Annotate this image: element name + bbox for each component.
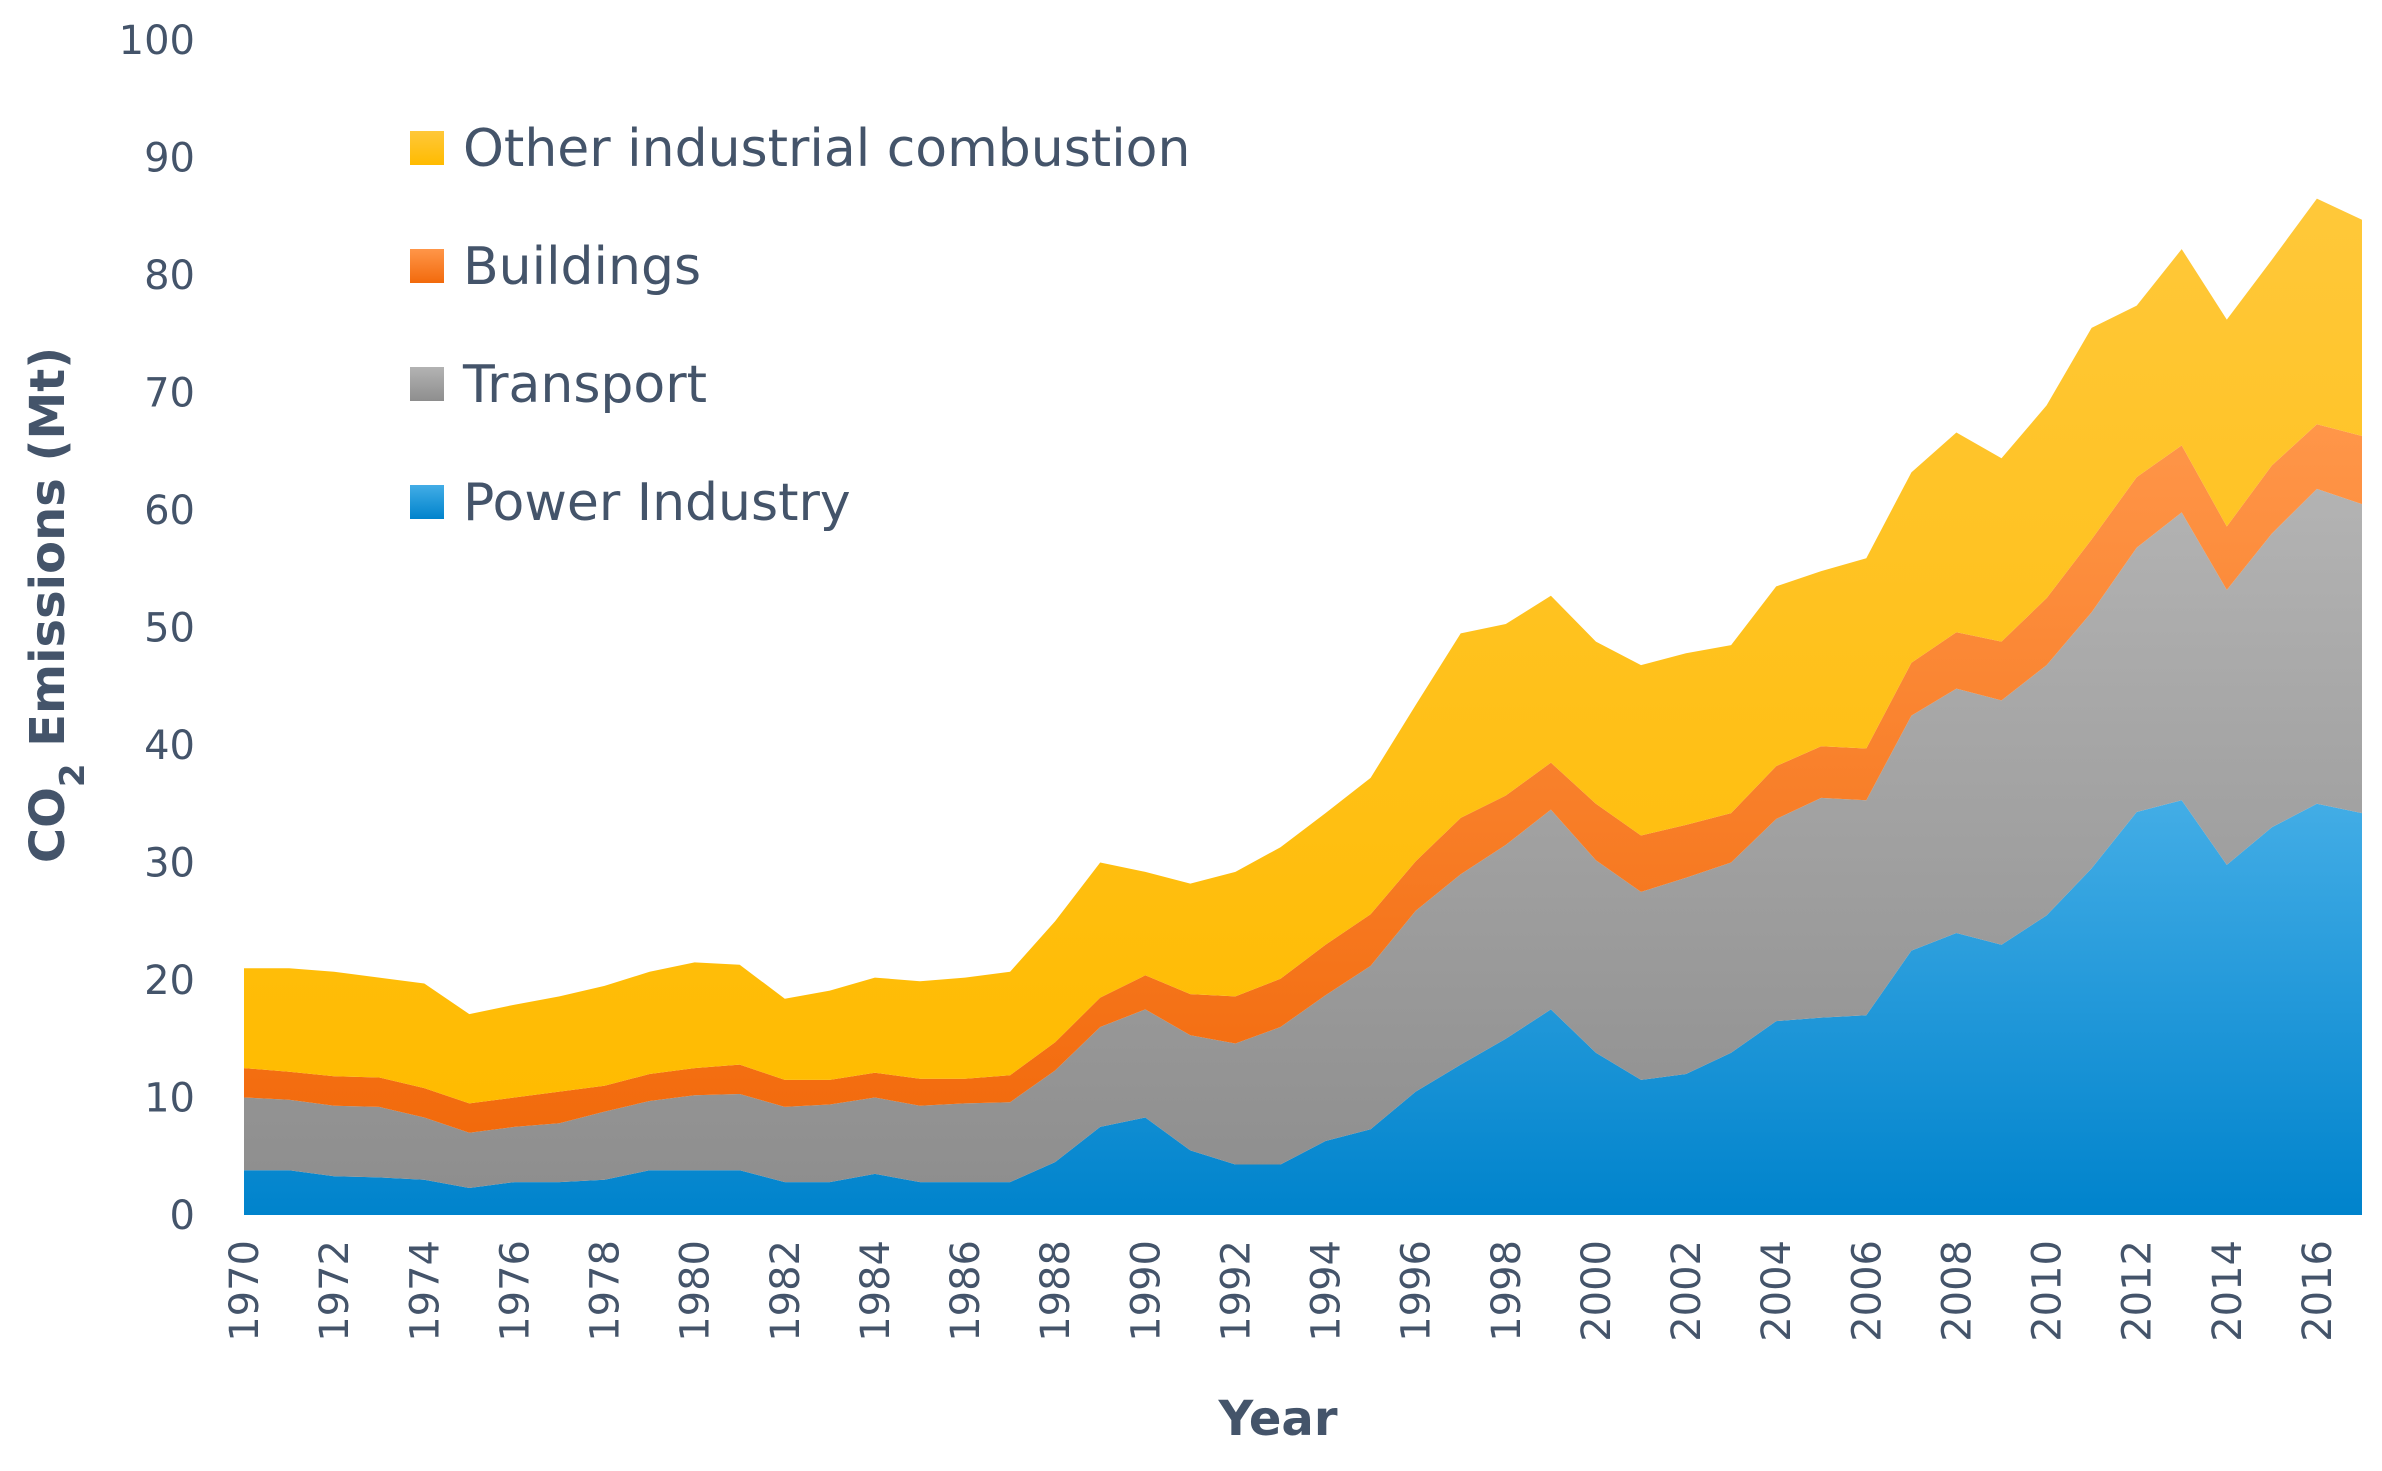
x-tick-label: 1988	[1033, 1240, 1079, 1342]
legend-item: Transport	[410, 355, 707, 415]
legend-label: Buildings	[463, 237, 701, 297]
legend-swatch	[410, 131, 444, 165]
y-tick-label: 20	[144, 958, 195, 1004]
area-buildings	[244, 424, 2362, 1133]
x-tick-label: 2004	[1754, 1240, 1800, 1342]
x-tick-label: 1990	[1123, 1240, 1169, 1342]
y-axis: 0 10 20 30 40 50 60 70 80 90 100	[119, 18, 195, 1239]
y-axis-title: CO2 Emissions (Mt)	[20, 347, 93, 863]
x-tick-label: 2002	[1664, 1240, 1710, 1342]
x-tick-label: 1978	[583, 1240, 629, 1342]
y-tick-label: 0	[170, 1193, 195, 1239]
x-tick-label: 2006	[1844, 1240, 1890, 1342]
x-axis-title: Year	[1218, 1391, 1338, 1447]
x-tick-label: 1986	[943, 1240, 989, 1342]
legend-label: Other industrial combustion	[463, 119, 1190, 179]
y-tick-label: 10	[144, 1076, 195, 1122]
legend: Other industrial combustion Buildings Tran…	[410, 119, 1190, 533]
legend-swatch	[410, 367, 444, 401]
y-tick-label: 100	[119, 18, 195, 64]
x-tick-label: 2010	[2025, 1240, 2071, 1342]
x-tick-label: 1974	[402, 1240, 448, 1342]
legend-label: Transport	[462, 355, 707, 415]
x-axis: 1970 1972 1974 1976 1978 1980 1982 1984 1986 1988…	[222, 1240, 2341, 1342]
x-tick-label: 1976	[492, 1240, 538, 1342]
area-transport	[244, 488, 2362, 1188]
x-tick-label: 1994	[1304, 1240, 1350, 1342]
legend-item: Power Industry	[410, 473, 851, 533]
legend-item: Other industrial combustion	[410, 119, 1190, 179]
y-tick-label: 90	[144, 136, 195, 182]
area-power-industry	[244, 800, 2362, 1215]
x-tick-label: 1998	[1484, 1240, 1530, 1342]
x-tick-label: 1982	[763, 1240, 809, 1342]
x-tick-label: 1970	[222, 1240, 268, 1342]
x-tick-label: 2000	[1574, 1240, 1620, 1342]
x-tick-label: 1972	[312, 1240, 358, 1342]
x-tick-label: 2012	[2115, 1240, 2161, 1342]
legend-item: Buildings	[410, 237, 701, 297]
x-tick-label: 1980	[673, 1240, 719, 1342]
legend-label: Power Industry	[463, 473, 851, 533]
x-tick-label: 1984	[853, 1240, 899, 1342]
x-tick-label: 1992	[1213, 1240, 1259, 1342]
x-tick-label: 2016	[2295, 1240, 2341, 1342]
legend-swatch	[410, 249, 444, 283]
x-tick-label: 1996	[1394, 1240, 1440, 1342]
y-tick-label: 50	[144, 606, 195, 652]
area-other-industrial-combustion	[244, 198, 2362, 1104]
y-tick-label: 80	[144, 253, 195, 299]
y-tick-label: 70	[144, 371, 195, 417]
y-tick-label: 40	[144, 723, 195, 769]
legend-swatch	[410, 485, 444, 519]
y-tick-label: 30	[144, 841, 195, 887]
area-layers	[244, 198, 2362, 1215]
x-tick-label: 2014	[2205, 1240, 2251, 1342]
x-tick-label: 2008	[1934, 1240, 1980, 1342]
y-tick-label: 60	[144, 488, 195, 534]
